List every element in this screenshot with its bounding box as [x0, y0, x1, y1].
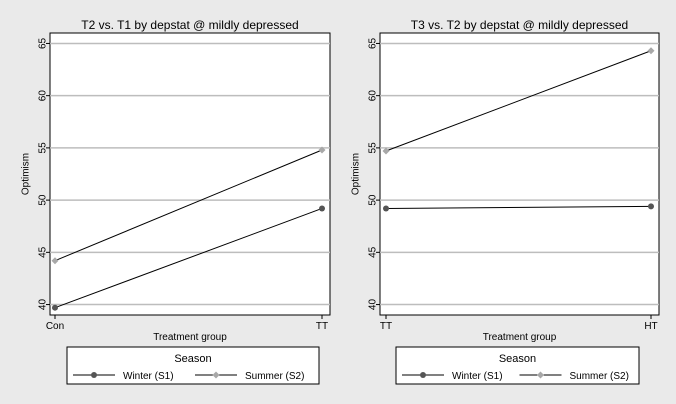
y-tick-label: 65 — [38, 37, 49, 49]
x-axis-label: Treatment group — [483, 332, 557, 343]
y-tick-label: 55 — [38, 142, 49, 154]
y-tick-label: 40 — [368, 299, 379, 311]
legend-item-label: Summer (S2) — [570, 371, 629, 382]
data-point — [382, 147, 390, 155]
legend-key-marker — [212, 371, 220, 379]
y-tick-label: 45 — [38, 246, 49, 258]
y-tick-label: 65 — [368, 37, 379, 49]
legend-box — [395, 346, 640, 385]
legend-item-label: Winter (S1) — [123, 371, 174, 382]
legend-item-label: Summer (S2) — [245, 371, 304, 382]
data-point — [318, 146, 326, 154]
series-line-1 — [54, 207, 323, 309]
legend-title: Season — [174, 353, 211, 365]
chart-title: T2 vs. T1 by depstat @ mildly depressed — [81, 18, 298, 32]
data-point — [51, 257, 59, 265]
chart-panel-1: T2 vs. T1 by depstat @ mildly depressed 4… — [21, 18, 331, 385]
y-tick-label: 55 — [368, 142, 379, 154]
legend-box — [66, 346, 320, 385]
data-point — [52, 304, 58, 311]
y-tick-label: 60 — [38, 90, 49, 102]
data-point — [648, 203, 654, 210]
chart-title: T3 vs. T2 by depstat @ mildly depressed — [411, 18, 628, 32]
y-axis-label: Optimism — [351, 153, 362, 195]
legend-item-label: Winter (S1) — [452, 371, 503, 382]
legend-key-marker — [537, 371, 544, 379]
y-tick-label: 50 — [38, 194, 49, 206]
y-tick-label: 45 — [368, 246, 379, 258]
y-tick-label: 60 — [368, 90, 379, 102]
data-point — [383, 205, 389, 212]
legend-key-marker — [420, 372, 426, 378]
y-tick-label: 50 — [368, 194, 379, 206]
plot-area — [49, 32, 331, 316]
x-tick-label: HT — [644, 321, 657, 332]
x-tick-label: TT — [316, 321, 328, 332]
x-axis-label: Treatment group — [153, 332, 227, 343]
data-point — [647, 47, 655, 55]
series-line-2 — [54, 149, 323, 262]
x-tick-label: Con — [46, 321, 64, 332]
y-axis-label: Optimism — [21, 153, 32, 195]
legend-key-marker — [91, 372, 97, 378]
chart-panel-2: T3 vs. T2 by depstat @ mildly depressed 4… — [351, 18, 660, 385]
plot-area — [379, 32, 660, 316]
series-line-2 — [385, 50, 652, 152]
y-tick-label: 40 — [38, 299, 49, 311]
legend: Season Winter (S1) Summer (S2) — [395, 346, 640, 385]
legend-title: Season — [499, 353, 536, 365]
series-line-1 — [385, 205, 652, 209]
x-tick-label: TT — [380, 321, 392, 332]
data-point — [319, 205, 325, 212]
